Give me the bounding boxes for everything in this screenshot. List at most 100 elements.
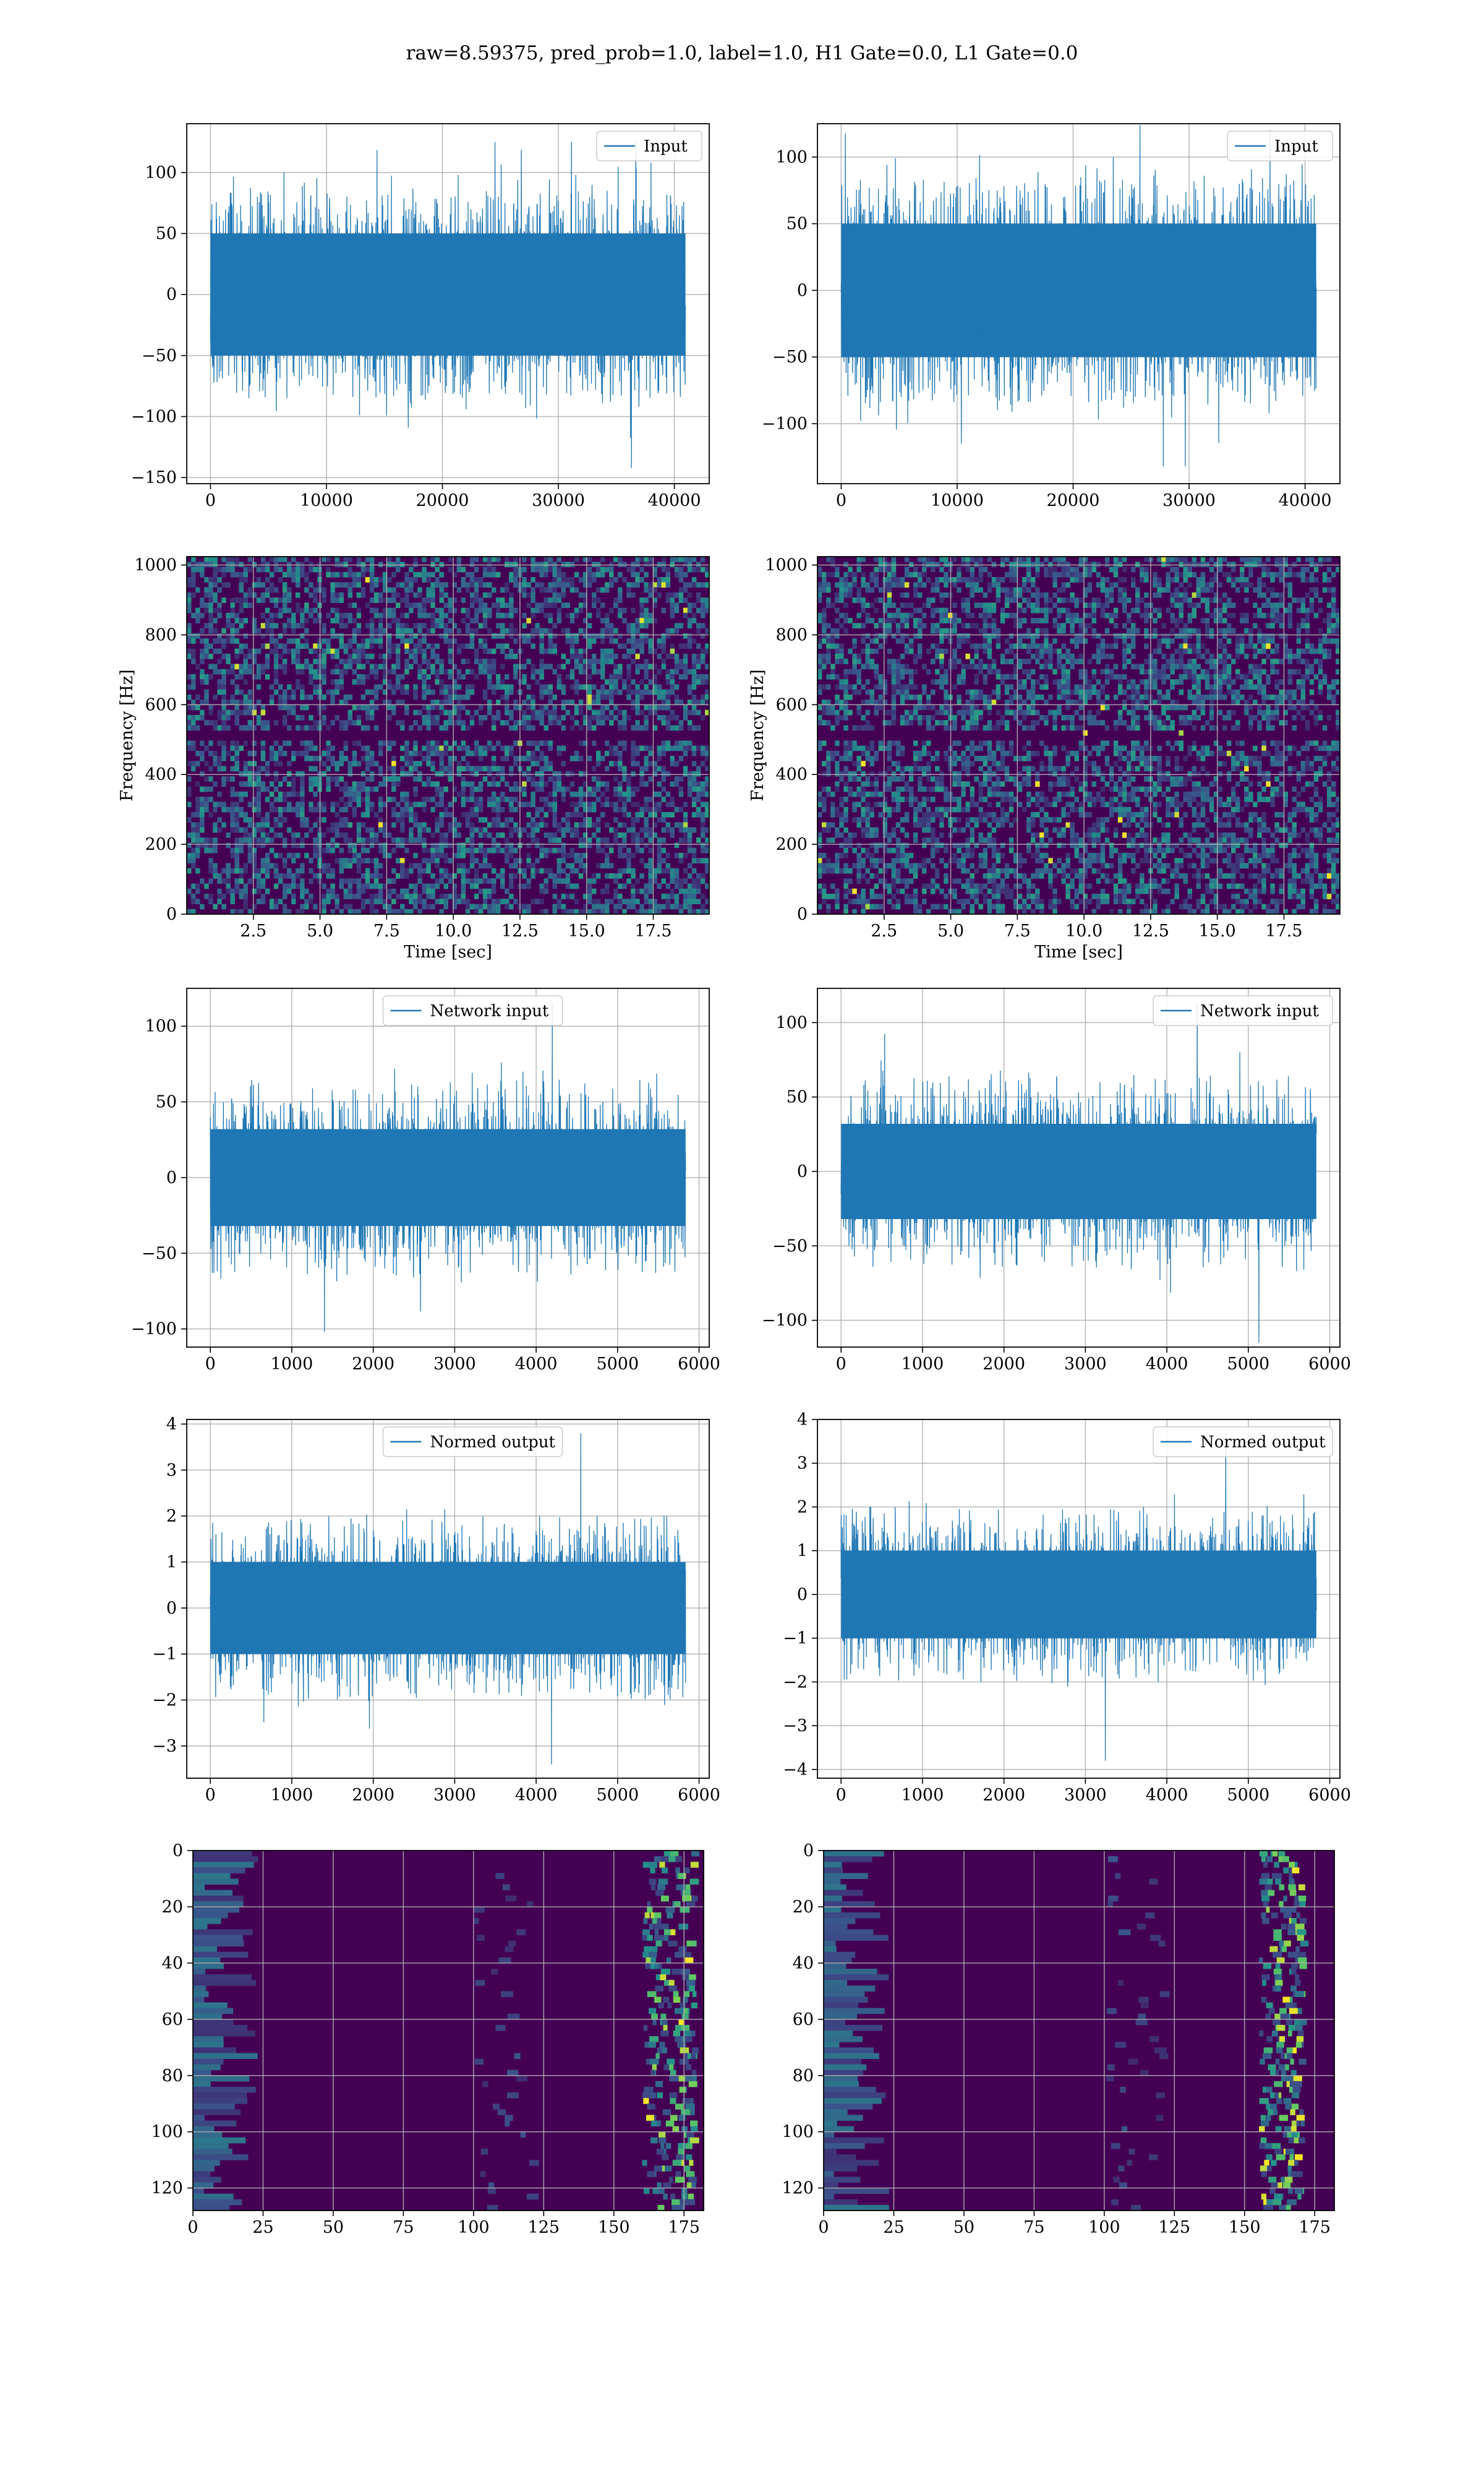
heatmap-cell [239, 664, 244, 670]
heatmap-cell [635, 909, 640, 915]
heatmap-cell [826, 633, 831, 639]
heatmap-cell [618, 883, 623, 889]
heatmap-cell [452, 597, 457, 603]
heatmap-cell [835, 674, 840, 680]
heatmap-cell [230, 822, 235, 828]
y-tick-label: 50 [787, 215, 808, 234]
heatmap-cell [452, 883, 457, 889]
heatmap-cell [348, 720, 352, 726]
heatmap-cell [230, 669, 235, 675]
heatmap-cell [578, 756, 584, 761]
heatmap-cell [591, 888, 597, 894]
heatmap-cell [908, 571, 914, 578]
heatmap-cell [843, 786, 848, 792]
heatmap-cell [439, 597, 444, 603]
heatmap-cell [817, 715, 822, 721]
heatmap-cell [335, 715, 339, 721]
heatmap-cell [439, 842, 444, 849]
heatmap-cell [509, 766, 514, 772]
heatmap-cell [356, 786, 362, 792]
heatmap-cell [404, 709, 409, 716]
heatmap-cell [865, 817, 870, 823]
heatmap-cell [670, 648, 675, 654]
heatmap-cell [639, 633, 644, 639]
heatmap-cell [569, 715, 575, 721]
heatmap-cell [665, 894, 671, 899]
heatmap-cell [826, 587, 831, 593]
heatmap-cell [348, 909, 352, 915]
heatmap-cell [839, 771, 844, 777]
heatmap-cell [491, 648, 497, 654]
heatmap-cell [852, 643, 857, 649]
heatmap-cell [535, 868, 540, 874]
heatmap-cell [526, 883, 531, 889]
heatmap-cell [670, 802, 675, 808]
heatmap-cell [626, 628, 631, 634]
heatmap-cell [869, 638, 874, 644]
heatmap-cell [561, 577, 566, 583]
heatmap-cell [605, 618, 610, 623]
heatmap-cell [391, 756, 396, 761]
heatmap-cell [618, 612, 623, 618]
heatmap-cell [269, 628, 275, 634]
heatmap-cell [544, 802, 548, 808]
heatmap-cell [674, 904, 680, 910]
heatmap-cell [652, 567, 657, 573]
heatmap-cell [539, 633, 544, 639]
heatmap-cell [208, 709, 213, 716]
heatmap-cell [869, 781, 874, 787]
heatmap-cell [300, 567, 305, 573]
heatmap-cell [369, 858, 375, 863]
heatmap-cell [360, 771, 366, 777]
heatmap-cell [343, 888, 348, 894]
heatmap-cell [478, 669, 484, 675]
heatmap-cell [187, 715, 192, 721]
heatmap-cell [234, 740, 239, 747]
heatmap-cell [478, 638, 484, 644]
heatmap-cell [200, 797, 205, 802]
heatmap-cell [204, 587, 209, 593]
heatmap-cell [705, 700, 710, 705]
heatmap-cell [578, 577, 584, 583]
heatmap-cell [461, 899, 466, 904]
heatmap-cell [835, 653, 840, 659]
heatmap-cell [356, 822, 362, 828]
heatmap-cell [461, 618, 466, 623]
heatmap-cell [426, 659, 431, 664]
heatmap-cell [296, 725, 301, 731]
heatmap-cell [195, 822, 200, 828]
heatmap-cell [461, 863, 466, 869]
heatmap-cell [234, 883, 239, 889]
heatmap-cell [382, 852, 388, 858]
heatmap-cell [513, 674, 518, 680]
heatmap-cell [200, 817, 205, 823]
heatmap-cell [657, 643, 662, 649]
heatmap-cell [365, 602, 370, 609]
heatmap-cell [356, 740, 362, 747]
heatmap-cell [452, 756, 457, 761]
heatmap-cell [239, 602, 244, 609]
heatmap-cell [648, 643, 653, 649]
heatmap-cell [526, 633, 531, 639]
heatmap-cell [835, 740, 840, 747]
heatmap-cell [265, 643, 270, 649]
heatmap-cell [843, 700, 848, 705]
heatmap-cell [491, 659, 497, 664]
heatmap-cell [278, 807, 283, 813]
heatmap-cell [696, 709, 701, 716]
heatmap-cell [461, 766, 466, 772]
heatmap-cell [817, 811, 822, 818]
heatmap-cell [644, 883, 649, 889]
heatmap-cell [474, 873, 479, 879]
heatmap-cell [208, 863, 213, 869]
heatmap-cell [691, 618, 697, 623]
heatmap-cell [300, 750, 305, 756]
heatmap-cell [187, 802, 192, 808]
heatmap-cell [378, 863, 383, 869]
heatmap-cell [373, 592, 379, 598]
heatmap-cell [691, 704, 697, 711]
heatmap-cell [509, 633, 514, 639]
heatmap-cell [509, 797, 514, 802]
heatmap-cell [674, 842, 680, 849]
heatmap-cell [904, 618, 910, 623]
